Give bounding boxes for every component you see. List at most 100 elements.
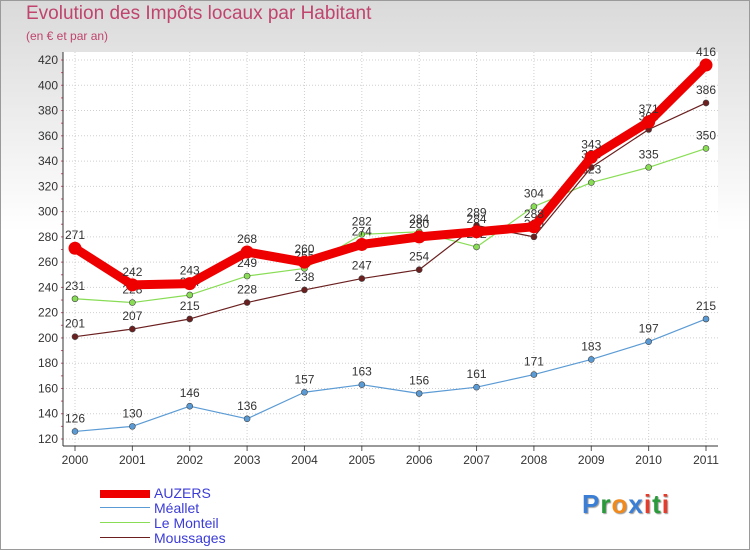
logo-letter: r: [600, 489, 612, 519]
data-label-m-allet: 163: [352, 365, 372, 379]
legend-label: Le Monteil: [154, 515, 219, 531]
data-point-m-allet: [415, 390, 423, 397]
logo-letter: o: [611, 489, 629, 519]
y-tick-label: 360: [38, 129, 58, 143]
y-tick-label: 140: [38, 407, 58, 421]
logo-letter: P: [582, 489, 601, 519]
data-point-m-allet: [587, 356, 595, 363]
data-point-moussages: [415, 266, 423, 274]
data-label-moussages: 238: [294, 270, 314, 284]
data-point-le-monteil: [71, 295, 79, 303]
x-tick-label: 2002: [176, 453, 203, 467]
legend-label: Moussages: [154, 530, 226, 546]
data-label-auzers: 242: [122, 265, 142, 279]
y-tick-label: 340: [38, 154, 58, 168]
data-label-le-monteil: 282: [352, 214, 372, 228]
data-point-le-monteil: [473, 243, 480, 251]
chart-title: Evolution des Impôts locaux par Habitant: [26, 3, 372, 24]
data-label-auzers: 271: [65, 228, 85, 242]
data-label-moussages: 207: [122, 309, 142, 323]
data-point-auzers: [642, 115, 656, 129]
data-label-moussages: 386: [696, 83, 716, 97]
data-point-moussages: [243, 299, 251, 306]
data-label-moussages: 201: [65, 317, 85, 331]
data-label-auzers: 343: [581, 137, 601, 151]
x-tick-label: 2000: [62, 453, 89, 467]
legend-swatch: [100, 522, 150, 523]
logo-letter: x: [628, 489, 644, 519]
legend-swatch: [100, 490, 150, 498]
data-point-moussages: [358, 275, 366, 282]
data-label-auzers: 416: [696, 45, 716, 59]
data-label-auzers: 260: [294, 242, 314, 256]
data-point-m-allet: [530, 371, 538, 378]
data-label-auzers: 284: [467, 212, 487, 226]
y-tick-label: 300: [38, 205, 58, 219]
data-label-auzers: 274: [352, 224, 372, 238]
x-tick-label: 2004: [291, 453, 318, 467]
data-label-m-allet: 161: [467, 367, 487, 381]
data-point-le-monteil: [243, 272, 251, 280]
data-point-m-allet: [129, 423, 136, 430]
legend-swatch: [100, 507, 150, 508]
chart-subtitle: (en € et par an): [26, 29, 109, 43]
series-line-auzers: [70, 60, 711, 290]
y-tick-label: 120: [38, 432, 58, 446]
legend-swatch: [100, 537, 150, 538]
y-tick-label: 240: [38, 280, 58, 294]
data-point-auzers: [584, 150, 598, 164]
data-point-le-monteil: [186, 291, 194, 299]
data-label-auzers: 243: [180, 264, 200, 278]
x-tick-label: 2010: [635, 453, 662, 467]
x-tick-label: 2009: [578, 453, 605, 467]
x-tick-label: 2007: [463, 453, 490, 467]
data-point-auzers: [125, 278, 139, 292]
y-tick-label: 180: [38, 356, 58, 370]
data-label-m-allet: 171: [524, 355, 544, 369]
y-tick-label: 380: [38, 104, 58, 118]
data-point-le-monteil: [587, 179, 595, 186]
data-point-le-monteil: [702, 145, 710, 152]
data-point-m-allet: [71, 428, 79, 435]
data-point-moussages: [301, 286, 308, 294]
x-tick-label: 2006: [406, 453, 433, 467]
data-point-auzers: [297, 255, 311, 269]
data-label-m-allet: 136: [237, 399, 257, 413]
x-tick-label: 2011: [693, 453, 719, 467]
data-point-le-monteil: [645, 164, 652, 171]
data-label-m-allet: 197: [639, 322, 659, 336]
data-point-auzers: [527, 220, 541, 234]
x-tick-label: 2005: [348, 453, 375, 467]
proxiti-logo: Proxiti: [582, 489, 670, 520]
data-label-m-allet: 215: [696, 299, 716, 313]
series-line-le-monteil: [74, 147, 707, 304]
data-label-le-monteil: 350: [696, 128, 716, 142]
data-point-auzers: [355, 237, 369, 251]
data-point-m-allet: [186, 402, 194, 410]
data-label-m-allet: 157: [294, 372, 314, 386]
data-point-moussages: [71, 333, 79, 340]
data-label-moussages: 247: [352, 259, 372, 273]
series-line-moussages: [74, 102, 707, 338]
data-point-le-monteil: [129, 299, 136, 306]
data-label-auzers: 280: [409, 217, 429, 231]
data-point-m-allet: [301, 388, 308, 396]
y-tick-label: 200: [38, 331, 58, 345]
plot-area: [63, 52, 718, 446]
y-tick-label: 320: [38, 179, 58, 193]
y-tick-label: 400: [38, 78, 58, 92]
data-label-le-monteil: 335: [639, 147, 659, 161]
data-point-m-allet: [702, 315, 710, 323]
data-point-moussages: [530, 233, 538, 241]
x-tick-label: 2008: [521, 453, 548, 467]
data-label-m-allet: 183: [581, 339, 601, 353]
data-label-moussages: 254: [409, 250, 429, 264]
data-label-moussages: 228: [237, 283, 257, 297]
data-point-auzers: [470, 225, 484, 239]
data-label-m-allet: 126: [65, 411, 85, 425]
data-point-moussages: [702, 99, 710, 107]
y-tick-label: 420: [38, 53, 58, 67]
x-tick-label: 2001: [119, 453, 146, 467]
x-tick-label: 2003: [234, 453, 261, 467]
